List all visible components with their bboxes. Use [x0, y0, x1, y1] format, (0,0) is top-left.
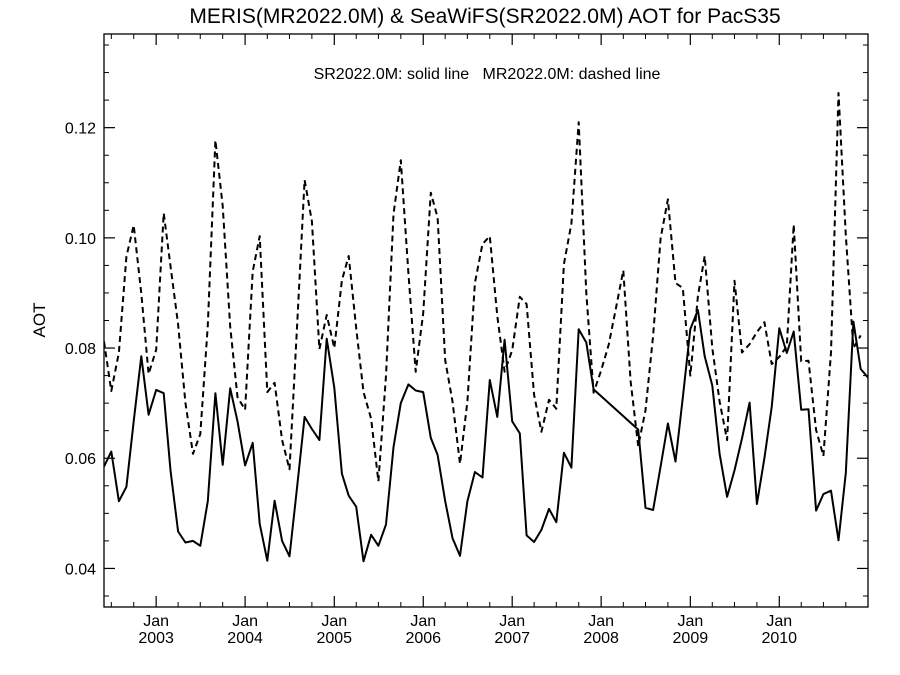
- x-axis-ticks: Jan2003Jan2004Jan2005Jan2006Jan2007Jan20…: [110, 34, 847, 647]
- y-tick-label: 0.08: [65, 341, 96, 358]
- solid-series-line: [104, 309, 868, 563]
- chart-title: MERIS(MR2022.0M) & SeaWiFS(SR2022.0M) AO…: [189, 5, 780, 28]
- x-tick-year-label: 2007: [494, 630, 530, 647]
- x-tick-month-label: Jan: [143, 613, 169, 630]
- x-tick-year-label: 2005: [316, 630, 352, 647]
- x-tick-year-label: 2003: [138, 630, 174, 647]
- y-tick-label: 0.10: [65, 231, 96, 248]
- x-tick-month-label: Jan: [410, 613, 436, 630]
- x-tick-month-label: Jan: [588, 613, 614, 630]
- y-tick-label: 0.04: [65, 561, 96, 578]
- x-tick-year-label: 2009: [673, 630, 709, 647]
- x-tick-year-label: 2010: [761, 630, 797, 647]
- plot-frame: [103, 33, 869, 608]
- x-tick-month-label: Jan: [677, 613, 703, 630]
- plot-series: [104, 92, 868, 563]
- y-axis-label: AOT: [30, 303, 49, 338]
- x-tick-month-label: Jan: [499, 613, 525, 630]
- x-tick-month-label: Jan: [232, 613, 258, 630]
- x-tick-month-label: Jan: [321, 613, 347, 630]
- y-tick-label: 0.06: [65, 451, 96, 468]
- x-tick-month-label: Jan: [766, 613, 792, 630]
- x-tick-year-label: 2008: [583, 630, 619, 647]
- x-tick-year-label: 2004: [227, 630, 263, 647]
- dashed-series-line: [104, 92, 862, 483]
- legend-annotation: SR2022.0M: solid line MR2022.0M: dashed …: [314, 66, 661, 83]
- x-tick-year-label: 2006: [405, 630, 441, 647]
- y-tick-label: 0.12: [65, 121, 96, 138]
- y-axis-ticks: 0.04 0.06 0.08 0.10 0.12: [65, 44, 868, 597]
